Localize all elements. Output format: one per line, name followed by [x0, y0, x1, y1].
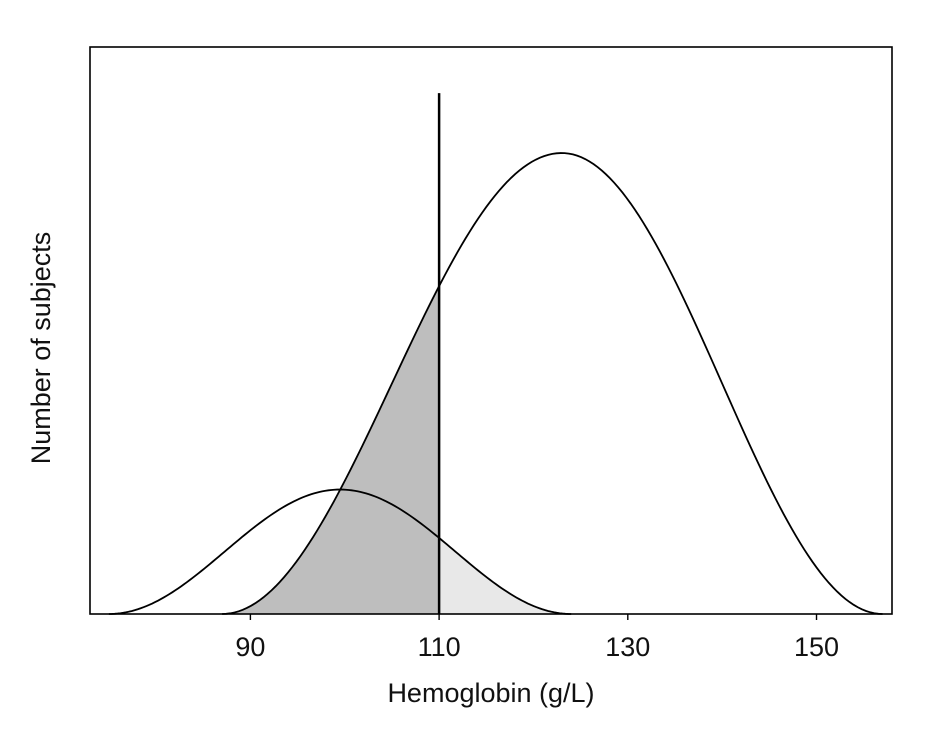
shaded-regions — [222, 286, 572, 614]
x-tick-label: 130 — [605, 632, 650, 662]
x-tick-label: 90 — [235, 632, 265, 662]
x-tick-label: 150 — [794, 632, 839, 662]
x-axis-ticks: 90 110 130 150 — [235, 614, 839, 662]
distribution-curves — [108, 152, 883, 615]
y-axis-label: Number of subjects — [26, 232, 56, 465]
plot-frame — [89, 46, 893, 615]
distribution-curve-2 — [222, 152, 883, 615]
shaded-region-1 — [222, 286, 440, 614]
x-tick-label: 110 — [418, 632, 461, 662]
x-axis-label: Hemoglobin (g/L) — [387, 678, 594, 708]
shaded-region-2 — [439, 537, 572, 614]
